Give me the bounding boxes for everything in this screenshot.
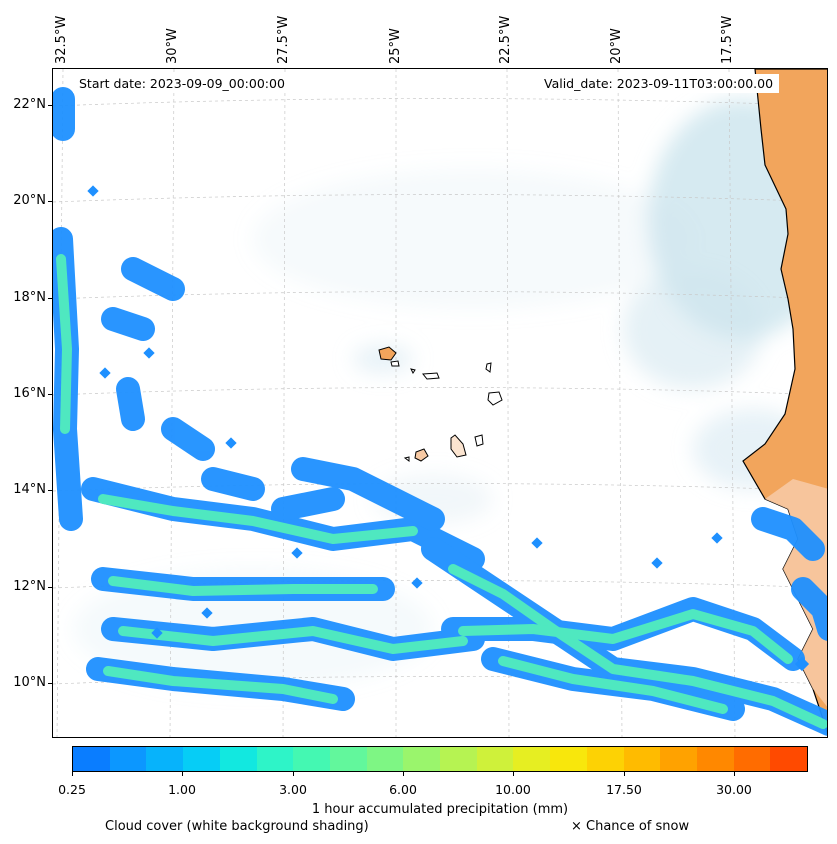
lon-label-30w: 30°W	[165, 28, 180, 64]
lat-label-22n: 22°N	[13, 97, 46, 112]
lon-label-25w: 25°W	[388, 28, 403, 64]
colorbar-segment-11	[440, 747, 477, 771]
colorbar-tick-0-25: 0.25	[58, 782, 86, 797]
colorbar-segment-12	[476, 747, 514, 771]
map-canvas[interactable]	[53, 69, 828, 738]
colorbar-segment-15	[586, 747, 624, 771]
lat-label-20n: 20°N	[13, 193, 46, 208]
colorbar-tick-6-00: 6.00	[389, 782, 417, 797]
lat-label-14n: 14°N	[13, 482, 46, 497]
lon-label-17-5w: 17.5°W	[720, 15, 735, 64]
lat-tick-22n	[48, 105, 52, 106]
lon-label-27-5w: 27.5°W	[276, 15, 291, 64]
lat-tick-14n	[48, 490, 52, 491]
start-date-label: Start date: 2023-09-09_00:00:00	[73, 74, 291, 93]
precipitation-bands	[53, 87, 827, 736]
lat-label-18n: 18°N	[13, 290, 46, 305]
colorbar-segment-2	[109, 747, 147, 771]
colorbar-tick-1-00: 1.00	[168, 782, 196, 797]
colorbar-segment-7	[293, 747, 330, 771]
valid-date-label: Valid_date: 2023-09-11T03:00:00.00	[538, 74, 780, 93]
colorbar-segment-13	[513, 747, 551, 771]
colorbar-segment-18	[696, 747, 734, 771]
lon-label-20w: 20°W	[609, 28, 624, 64]
colorbar-tickmark-2	[182, 772, 183, 776]
colorbar-title: 1 hour accumulated precipitation (mm)	[311, 802, 569, 817]
colorbar-tickmark-3	[293, 772, 294, 776]
snow-chance-note: × Chance of snow	[571, 819, 690, 834]
colorbar-tickmark-4	[403, 772, 404, 776]
lat-label-16n: 16°N	[13, 386, 46, 401]
colorbar-segment-16	[623, 747, 661, 771]
colorbar-tick-3-00: 3.00	[279, 782, 307, 797]
colorbar-tickmark-7	[734, 772, 735, 776]
colorbar-segment-20	[770, 747, 808, 771]
lat-label-10n: 10°N	[13, 675, 46, 690]
lat-tick-10n	[48, 683, 52, 684]
cape-verde-islands	[378, 346, 503, 462]
precipitation-colorbar	[72, 746, 808, 772]
lat-tick-12n	[48, 587, 52, 588]
colorbar-segment-4	[183, 747, 220, 771]
colorbar-segment-6	[256, 747, 294, 771]
colorbar-segment-5	[219, 747, 257, 771]
colorbar-segment-9	[366, 747, 404, 771]
cloud-cover-note: Cloud cover (white background shading)	[105, 819, 369, 834]
cloud-cover-shading	[73, 99, 827, 689]
colorbar-tick-17-50: 17.50	[606, 782, 642, 797]
colorbar-tick-30-00: 30.00	[716, 782, 752, 797]
colorbar-segment-1	[73, 747, 110, 771]
lat-tick-16n	[48, 394, 52, 395]
colorbar-segment-14	[550, 747, 587, 771]
colorbar-segment-17	[660, 747, 697, 771]
colorbar-tickmark-5	[513, 772, 514, 776]
colorbar-segment-19	[733, 747, 771, 771]
colorbar-segment-8	[329, 747, 367, 771]
lat-label-12n: 12°N	[13, 579, 46, 594]
colorbar-tickmark-6	[624, 772, 625, 776]
lon-label-22-5w: 22.5°W	[498, 15, 513, 64]
lon-label-32-5w: 32.5°W	[54, 15, 69, 64]
map-panel[interactable]	[52, 68, 828, 738]
colorbar-tick-10-00: 10.00	[495, 782, 531, 797]
colorbar-segment-3	[146, 747, 184, 771]
lat-tick-20n	[48, 201, 52, 202]
colorbar-segment-10	[403, 747, 441, 771]
lat-tick-18n	[48, 298, 52, 299]
colorbar-tickmark-1	[72, 772, 73, 776]
